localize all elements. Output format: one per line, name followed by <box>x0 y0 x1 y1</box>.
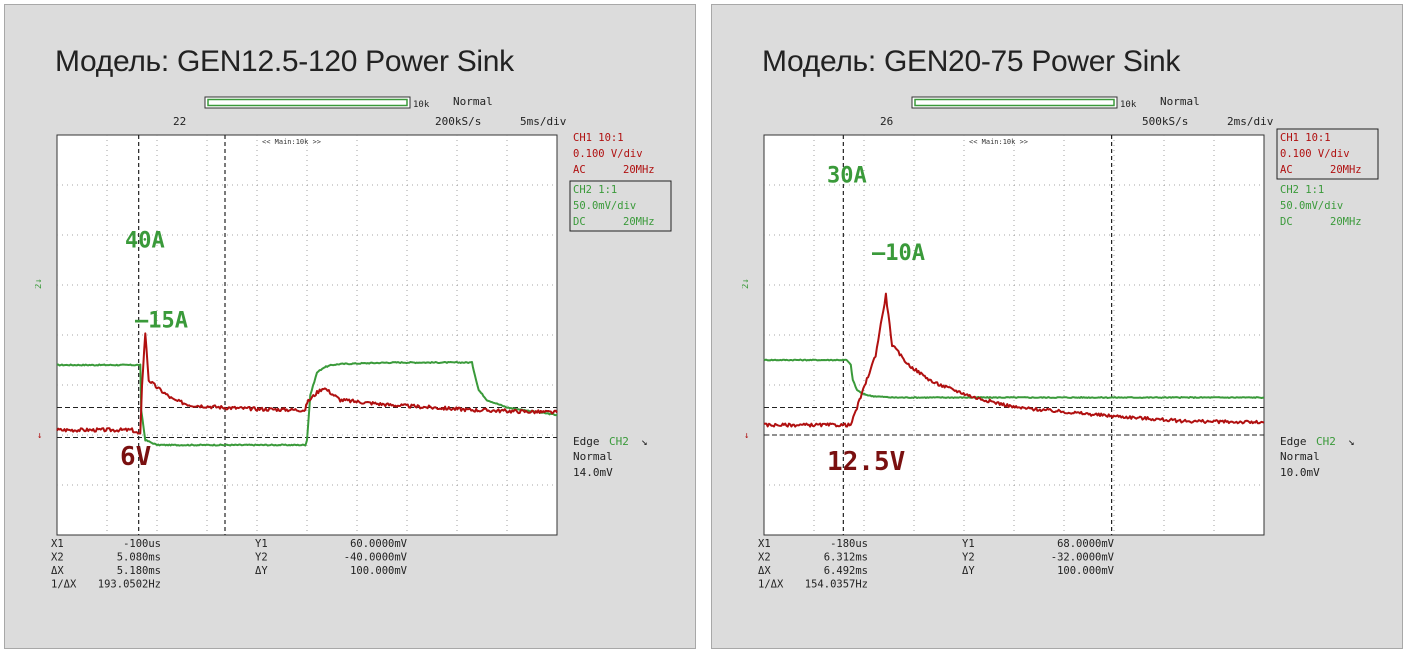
ch2-ground-marker: 2↓ <box>742 278 751 289</box>
record-bar-fill <box>207 98 408 107</box>
waveform-ch2 <box>56 361 558 447</box>
cursor-readout-yvalue: 100.000mV <box>350 565 408 577</box>
cursor-readout-label: ΔX <box>758 565 771 577</box>
ch2-bandwidth: 20MHz <box>623 216 655 228</box>
cursor-readout-label: 1/ΔX <box>51 579 77 591</box>
cursor-readout-yvalue: -32.0000mV <box>1051 552 1115 564</box>
trigger-type: Edge <box>573 435 600 448</box>
zoom-label: << Main:10k >> <box>262 138 321 146</box>
cursor-readout-label: X2 <box>51 552 64 564</box>
trigger-position: 26 <box>880 115 893 128</box>
ch1-coupling: AC <box>573 164 586 176</box>
annotation-voltage: 12.5V <box>827 447 905 477</box>
sample-rate: 200kS/s <box>435 115 481 128</box>
zoom-label: << Main:10k >> <box>969 138 1028 146</box>
ch2-title: CH2 1:1 <box>573 184 617 196</box>
cursor-readout-label: X1 <box>51 538 64 550</box>
cursor-readout-label: ΔX <box>51 565 64 577</box>
trigger-type: Edge <box>1280 435 1307 448</box>
cursor-readout-value: 6.492ms <box>824 565 868 577</box>
cursor-readout-yvalue: -40.0000mV <box>344 552 408 564</box>
ch1-title: CH1 10:1 <box>1280 132 1331 144</box>
record-bar-fill <box>914 98 1115 107</box>
cursor-readout-value: 154.0357Hz <box>805 579 868 591</box>
cursor-readout-value: -180us <box>830 538 868 550</box>
trigger-slope-icon: ↘ <box>1348 435 1355 448</box>
panel-title: Модель: GEN12.5-120 Power Sink <box>55 45 514 78</box>
annotation-current-high: 30A <box>827 164 867 189</box>
trigger-mode: Normal <box>1280 450 1320 463</box>
cursor-readout-label: X1 <box>758 538 771 550</box>
cursor-readout-label: X2 <box>758 552 771 564</box>
waveform-ch2 <box>763 358 1265 399</box>
cursor-readout-yvalue: 100.000mV <box>1057 565 1115 577</box>
annotation-current-low: –15A <box>135 309 188 334</box>
ch2-ground-marker: 2↓ <box>35 278 44 289</box>
oscillogram-panel-left: Модель: GEN12.5-120 Power Sink 10k Normal… <box>4 4 696 649</box>
ch1-bandwidth: 20MHz <box>623 164 655 176</box>
ch1-info-box <box>1276 128 1379 180</box>
trigger-mode: Normal <box>573 450 613 463</box>
ch2-bandwidth: 20MHz <box>1330 216 1362 228</box>
record-length: 10k <box>413 100 430 110</box>
ch1-scale: 0.100 V/div <box>1280 148 1350 160</box>
acq-mode: Normal <box>453 95 493 108</box>
cursor-readout-value: 5.080ms <box>117 552 161 564</box>
cursor-readout-ylabel: Y1 <box>255 538 268 550</box>
cursor-readout-value: -100us <box>123 538 161 550</box>
timebase: 5ms/div <box>520 115 567 128</box>
ch1-title: CH1 10:1 <box>573 132 624 144</box>
panel-divider <box>700 0 708 655</box>
ch2-coupling: DC <box>573 216 586 228</box>
record-length: 10k <box>1120 100 1137 110</box>
cursor-readout-value: 193.0502Hz <box>98 579 161 591</box>
trigger-position: 22 <box>173 115 186 128</box>
waveform-ch1 <box>56 332 558 435</box>
cursor-readout-ylabel: Y2 <box>255 552 268 564</box>
ch1-ground-marker: ↓ <box>37 431 42 441</box>
oscilloscope-screen: 10k Normal 22 200kS/s 5ms/div << Main:10k >> 2… <box>35 95 672 591</box>
ch2-scale: 50.0mV/div <box>1280 200 1343 212</box>
trigger-level: 10.0mV <box>1280 466 1320 479</box>
acq-mode: Normal <box>1160 95 1200 108</box>
cursor-readout-yvalue: 60.0000mV <box>350 538 408 550</box>
record-bar-frame <box>911 96 1118 109</box>
ch2-scale: 50.0mV/div <box>573 200 636 212</box>
cursor-readout-ylabel: Y1 <box>962 538 975 550</box>
trigger-source: CH2 <box>1316 435 1336 448</box>
timebase: 2ms/div <box>1227 115 1274 128</box>
oscillogram-panel-right: Модель: GEN20-75 Power Sink 10k Normal 26 5… <box>711 4 1403 649</box>
ch1-ground-marker: ↓ <box>744 431 749 441</box>
cursor-readout-ylabel: ΔY <box>255 565 268 577</box>
cursor-readout-yvalue: 68.0000mV <box>1057 538 1115 550</box>
annotation-current-low: –10A <box>872 241 925 266</box>
ch1-scale: 0.100 V/div <box>573 148 643 160</box>
panel-title: Модель: GEN20-75 Power Sink <box>762 45 1181 78</box>
trigger-level: 14.0mV <box>573 466 613 479</box>
ch2-coupling: DC <box>1280 216 1293 228</box>
cursor-readout-value: 6.312ms <box>824 552 868 564</box>
trigger-slope-icon: ↘ <box>641 435 648 448</box>
cursor-readout-ylabel: ΔY <box>962 565 975 577</box>
ch2-title: CH2 1:1 <box>1280 184 1324 196</box>
annotation-current-high: 40A <box>125 229 165 254</box>
oscilloscope-screen: 10k Normal 26 500kS/s 2ms/div << Main:10k >> 2… <box>742 95 1379 591</box>
ch1-coupling: AC <box>1280 164 1293 176</box>
ch1-bandwidth: 20MHz <box>1330 164 1362 176</box>
sample-rate: 500kS/s <box>1142 115 1188 128</box>
trigger-source: CH2 <box>609 435 629 448</box>
cursor-readout-ylabel: Y2 <box>962 552 975 564</box>
waveform-ch1 <box>763 292 1265 428</box>
ch2-info-box <box>569 180 672 232</box>
record-bar-frame <box>204 96 411 109</box>
cursor-readout-value: 5.180ms <box>117 565 161 577</box>
annotation-voltage: 6V <box>120 442 151 472</box>
cursor-readout-label: 1/ΔX <box>758 579 784 591</box>
